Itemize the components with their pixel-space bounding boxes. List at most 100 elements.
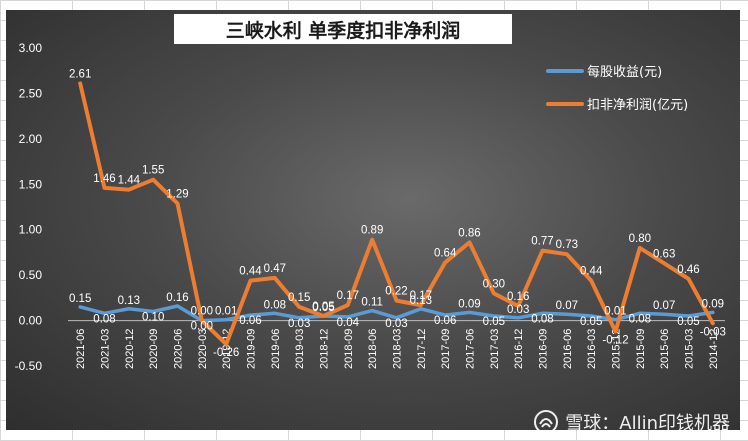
series-1-point — [297, 305, 301, 309]
data-label: -0.03 — [700, 326, 726, 338]
series-1-point — [224, 342, 228, 346]
x-tick-label: 2015-06 — [659, 329, 671, 369]
series-1-point — [443, 260, 447, 264]
data-label: 0.44 — [580, 266, 603, 278]
data-label: 0.07 — [653, 300, 675, 312]
x-tick-label: 2018-12 — [319, 329, 331, 369]
data-label: 0.63 — [653, 248, 675, 260]
series-0-point — [687, 314, 690, 318]
series-0-point — [176, 304, 179, 308]
data-label: 0.00 — [191, 321, 213, 333]
x-tick-label: 2021-06 — [75, 329, 87, 369]
series-1-point — [103, 186, 106, 190]
watermark: 雪球：Allin印钱机器 — [533, 409, 730, 435]
data-label: -0.12 — [602, 334, 628, 346]
series-1-point — [492, 291, 496, 295]
series-1-point — [662, 261, 666, 265]
series-0-point — [395, 316, 398, 320]
x-tick-label: 2019-06 — [270, 329, 282, 369]
series-0-point — [103, 311, 106, 315]
data-label: -0.26 — [213, 347, 239, 359]
data-label: 0.15 — [69, 293, 91, 305]
series-0-point — [468, 310, 471, 314]
data-label: 0.04 — [337, 317, 360, 329]
data-label: 0.03 — [288, 318, 310, 330]
chart-title-banner: 三峡水利 单季度扣非净利润 — [174, 14, 512, 44]
chart-area — [6, 10, 740, 430]
series-1-point — [200, 319, 204, 323]
series-1-point — [468, 240, 471, 244]
y-tick-label: 2.00 — [19, 132, 43, 146]
x-tick-label: 2014-12 — [708, 329, 720, 369]
data-label: 0.13 — [118, 295, 140, 307]
series-0-point — [297, 316, 301, 320]
data-label: 0.46 — [677, 264, 699, 276]
data-label: 0.06 — [434, 315, 456, 327]
data-label: 0.86 — [458, 227, 480, 239]
data-label: 0.13 — [410, 295, 432, 307]
data-label: 0.77 — [531, 236, 553, 248]
data-label: 0.01 — [604, 306, 626, 318]
data-label: 0.08 — [629, 313, 651, 325]
data-label: 0.06 — [239, 315, 261, 327]
y-tick-label: 1.00 — [19, 223, 43, 237]
series-1-point — [151, 178, 155, 182]
data-label: 0.07 — [556, 300, 578, 312]
series-1-point — [711, 321, 715, 325]
data-label: 0.30 — [483, 278, 505, 290]
x-tick-label: 2016-12 — [513, 329, 525, 369]
data-label: 1.44 — [118, 175, 141, 187]
series-1-point — [589, 279, 593, 283]
series-1-point — [370, 238, 374, 242]
series-1-point — [273, 276, 277, 280]
series-0-point — [541, 311, 544, 315]
series-1-point — [346, 303, 350, 307]
legend-entry: 每股收益(元) — [587, 64, 662, 80]
data-label: 0.08 — [531, 313, 553, 325]
series-0-point — [273, 311, 277, 315]
x-tick-label: 2017-09 — [440, 329, 452, 369]
x-tick-label: 2017-03 — [489, 329, 501, 369]
series-0-point — [127, 307, 131, 311]
data-label: 1.46 — [93, 173, 115, 185]
x-tick-label: 2017-12 — [416, 329, 428, 369]
series-0-point — [370, 309, 374, 313]
data-label: 0.10 — [142, 311, 164, 323]
data-label: 0.03 — [385, 318, 407, 330]
data-label: 0.01 — [215, 306, 237, 318]
snowball-logo-icon — [534, 410, 559, 434]
series-0-point — [565, 312, 569, 316]
series-0-point — [662, 312, 666, 316]
data-label: 0.05 — [677, 316, 699, 328]
x-tick-label: 2016-06 — [562, 329, 574, 369]
data-label: 0.05 — [312, 301, 334, 313]
series-0-point — [516, 316, 520, 320]
series-0-point — [346, 315, 350, 319]
x-tick-label: 2021-03 — [100, 329, 112, 369]
data-label: 0.08 — [93, 313, 115, 325]
data-label: 0.80 — [629, 233, 651, 245]
series-0-point — [78, 305, 82, 309]
x-tick-label: 2015-12 — [611, 329, 623, 369]
series-1-point — [322, 314, 325, 318]
data-label: 0.00 — [191, 306, 213, 318]
series-0-point — [224, 318, 228, 322]
x-tick-label: 2016-03 — [586, 329, 598, 369]
x-tick-label: 2019-03 — [294, 329, 306, 369]
y-tick-label: 2.50 — [19, 86, 43, 100]
series-0-point — [249, 313, 252, 317]
series-1-point — [516, 304, 520, 308]
data-label: 0.05 — [580, 316, 602, 328]
data-label: 2.61 — [69, 68, 91, 80]
x-tick-label: 2018-09 — [343, 329, 355, 369]
x-tick-label: 2020-09 — [148, 329, 160, 369]
data-label: 0.08 — [264, 299, 286, 311]
x-tick-label: 2020-03 — [197, 329, 209, 369]
series-1-point — [638, 246, 642, 250]
data-label: 1.29 — [166, 188, 188, 200]
series-1-point — [249, 279, 252, 283]
series-0-point — [419, 307, 423, 311]
series-1-point — [687, 277, 690, 281]
x-tick-label: 2015-09 — [635, 329, 647, 369]
